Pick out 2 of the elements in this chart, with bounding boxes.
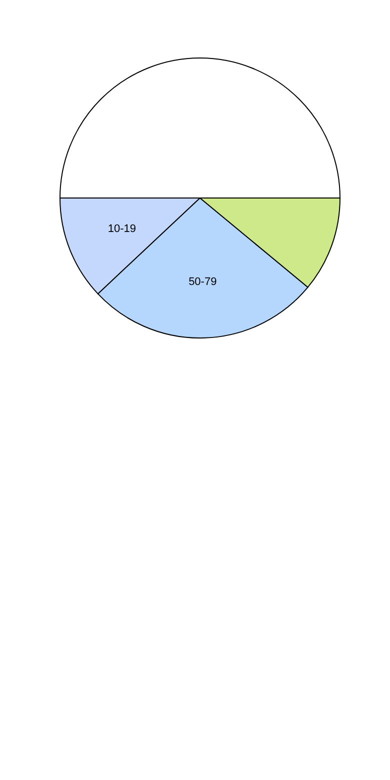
slice-label: 50-79: [188, 276, 217, 288]
slice-label: 10-19: [108, 222, 136, 235]
